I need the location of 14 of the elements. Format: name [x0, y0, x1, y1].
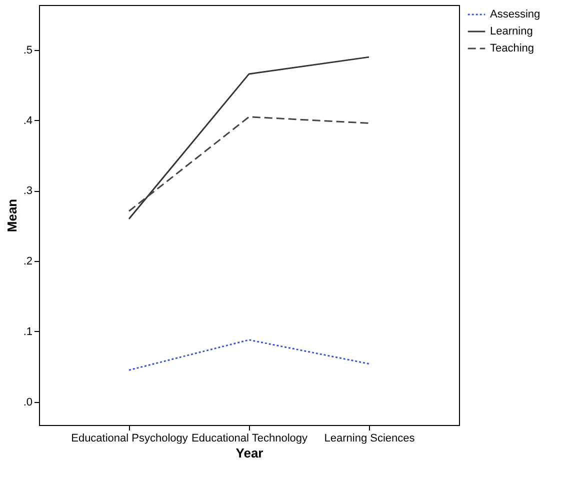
- y-tick-label: .2: [23, 256, 32, 268]
- x-tick-label: Learning Sciences: [324, 432, 416, 444]
- y-tick-label: .4: [23, 114, 32, 127]
- y-tick-label: .0: [23, 396, 32, 408]
- x-axis-title: Year: [236, 446, 264, 460]
- legend-label: Teaching: [490, 42, 534, 54]
- y-axis-title: Mean: [4, 198, 20, 232]
- y-tick-label: .1: [23, 326, 32, 338]
- x-tick-label: Educational Technology: [192, 432, 308, 444]
- x-tick-label: Educational Psychology: [71, 432, 188, 444]
- legend-label: Assessing: [490, 8, 540, 20]
- y-tick-label: .3: [23, 185, 32, 198]
- legend-label: Learning: [490, 26, 533, 38]
- y-tick-label: .5: [23, 44, 32, 57]
